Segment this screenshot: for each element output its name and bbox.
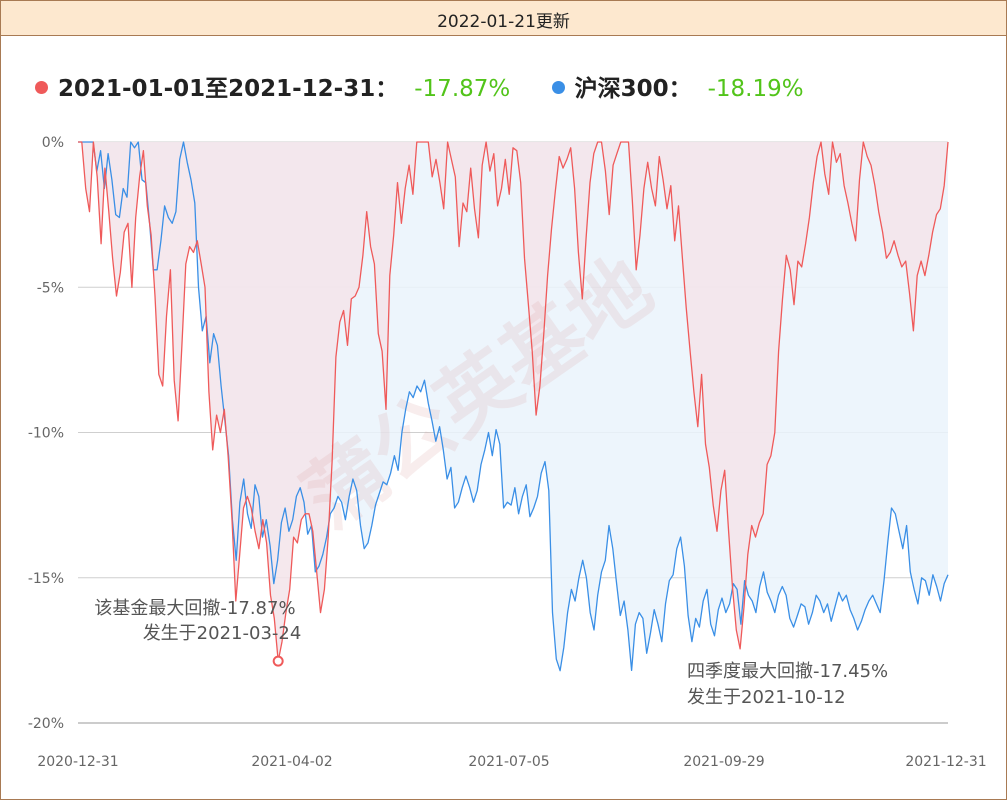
legend-value-index: -18.19% (707, 76, 804, 102)
legend-item-fund[interactable]: 2021-01-01至2021-12-31： -17.87% (35, 76, 518, 102)
series-areas (78, 142, 948, 671)
x-tick-label: 2021-04-02 (251, 754, 332, 770)
x-tick-label: 2021-07-05 (468, 754, 549, 770)
series-line-fund[interactable] (78, 141, 949, 662)
legend-label-fund: 2021-01-01至2021-12-31： (58, 76, 399, 102)
update-date-label: 2022-01-21更新 (437, 12, 570, 32)
x-tick-label: 2021-12-31 (905, 754, 986, 770)
update-header: 2022-01-21更新 (1, 1, 1006, 36)
legend-item-index[interactable]: 沪深300： -18.19% (551, 76, 804, 102)
series-line-index[interactable] (78, 141, 949, 672)
y-tick-label: -10% (28, 426, 64, 442)
legend-dot-index (551, 81, 565, 94)
fund-max-drawdown-date: 发生于2021-03-24 (143, 623, 302, 644)
x-axis: 2020-12-31 2021-04-02 2021-07-05 2021-09-29… (37, 754, 986, 770)
q4-max-drawdown-date: 发生于2021-10-12 (687, 687, 846, 708)
legend-label-index: 沪深300： (574, 76, 692, 102)
y-tick-label: -15% (28, 571, 64, 587)
x-tick-label: 2021-09-29 (683, 754, 764, 770)
fund-max-drawdown-label: 该基金最大回撤-17.87% (94, 598, 295, 619)
max-drawdown-marker[interactable] (272, 655, 284, 667)
annotations: 该基金最大回撤-17.87% 发生于2021-03-24 四季度最大回撤-17.… (94, 598, 888, 708)
y-tick-label: 0% (42, 135, 64, 151)
q4-max-drawdown-label: 四季度最大回撤-17.45% (687, 661, 888, 682)
legend-value-fund: -17.87% (414, 76, 511, 102)
y-axis: 0% -5% -10% -15% -20% (28, 135, 64, 732)
legend: 2021-01-01至2021-12-31： -17.87% 沪深300： -18.… (35, 69, 804, 103)
y-tick-label: -5% (37, 280, 64, 296)
legend-dot-fund (35, 81, 48, 94)
series-area-fund (78, 142, 948, 662)
y-tick-label: -20% (28, 716, 64, 732)
series-lines (78, 141, 949, 672)
x-tick-label: 2020-12-31 (37, 754, 118, 770)
